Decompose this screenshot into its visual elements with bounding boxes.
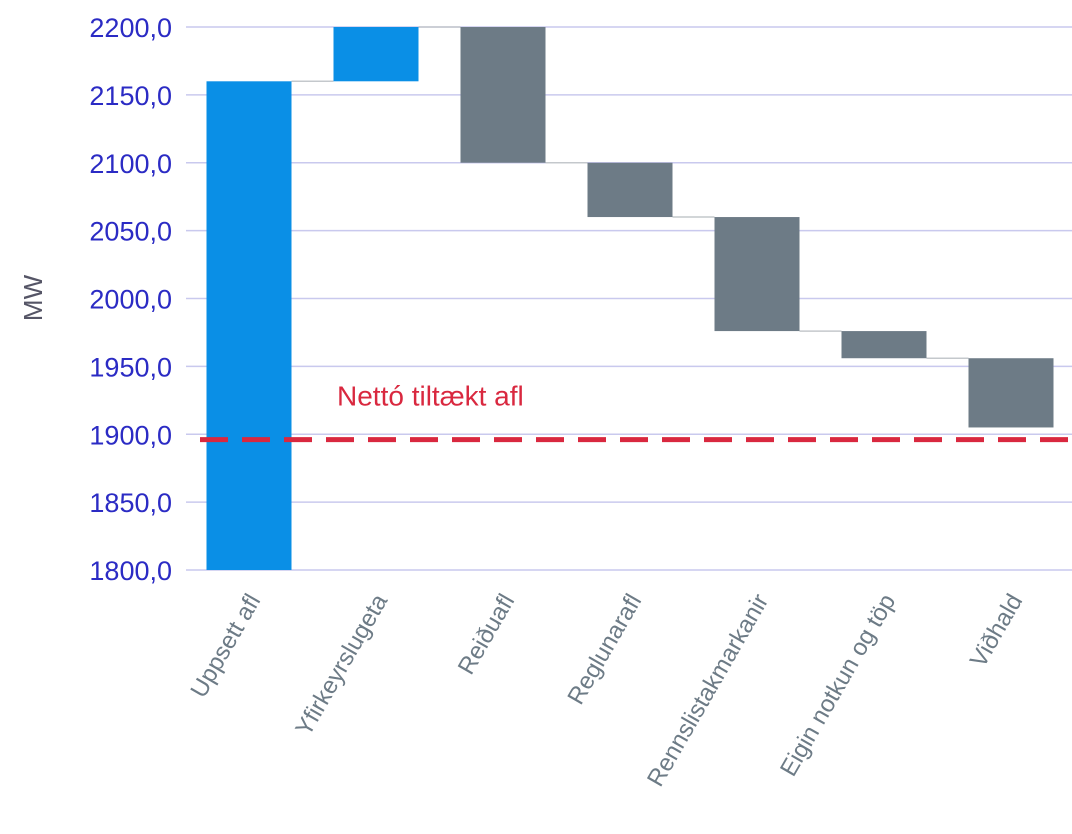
y-tick-label: 1850,0	[89, 488, 172, 518]
x-tick-label: Reiðuafl	[453, 590, 520, 680]
y-tick-label: 2000,0	[89, 285, 172, 315]
x-tick-label: Reglunarafl	[562, 590, 647, 710]
gridlines	[186, 26, 1072, 571]
bar-decrease	[714, 217, 800, 332]
bar-decrease	[460, 27, 546, 163]
bar-decrease	[968, 358, 1054, 428]
y-tick-label: 1950,0	[89, 352, 172, 382]
y-tick-label: 2150,0	[89, 81, 172, 111]
bar-increase	[206, 81, 292, 571]
bar-decrease	[841, 331, 927, 359]
bar-increase	[333, 27, 419, 82]
y-axis-ticks: 1800,0 1850,0 1900,0 1950,0 2000,0 2050,0 2100…	[89, 13, 172, 586]
x-tick-label: Rennslistakmarkanir	[642, 589, 774, 791]
x-tick-label: Eigin notkun og töp	[775, 590, 901, 781]
y-tick-label: 1800,0	[89, 556, 172, 586]
y-tick-label: 2050,0	[89, 217, 172, 247]
y-tick-label: 1900,0	[89, 420, 172, 450]
x-tick-label: Viðhald	[965, 590, 1028, 672]
reference-line-label: Nettó tiltækt afl	[337, 381, 524, 412]
x-tick-label: Uppsett afl	[185, 590, 266, 703]
x-axis-ticks: Uppsett afl Yfirkeyrslugeta Reiðuafl Reglun…	[185, 589, 1028, 791]
y-tick-label: 2100,0	[89, 149, 172, 179]
bar-decrease	[587, 162, 673, 218]
x-tick-label: Yfirkeyrslugeta	[290, 589, 393, 741]
bar-connectors	[291, 26, 969, 359]
y-axis-label: MW	[18, 274, 48, 321]
bars	[206, 27, 1054, 571]
y-tick-label: 2200,0	[89, 13, 172, 43]
